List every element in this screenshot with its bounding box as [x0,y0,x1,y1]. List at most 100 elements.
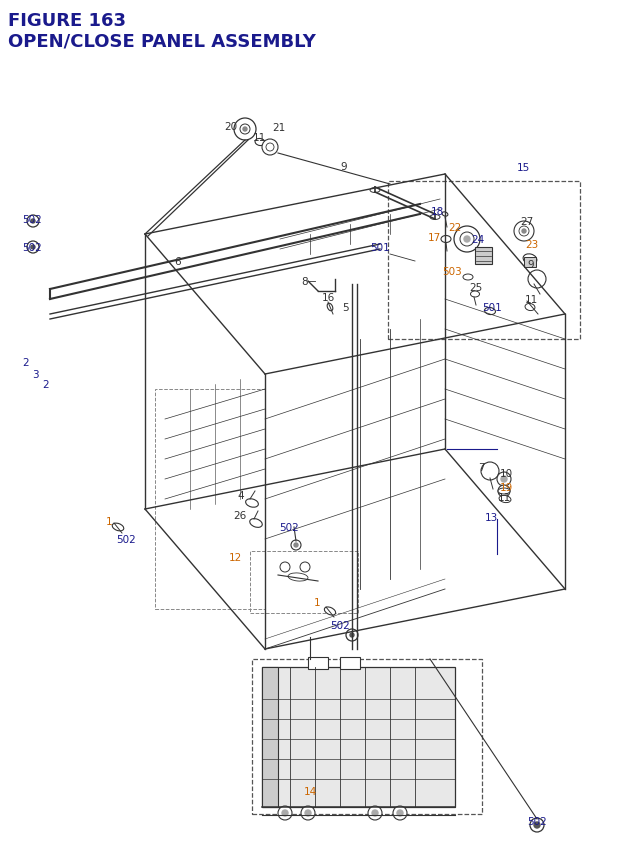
Circle shape [300,562,310,573]
Polygon shape [262,667,455,807]
Text: 502: 502 [22,243,42,253]
Ellipse shape [255,139,265,146]
Circle shape [262,139,278,156]
Text: 501: 501 [371,243,390,253]
Text: 15: 15 [516,163,530,173]
Circle shape [346,629,358,641]
Circle shape [350,633,354,637]
Circle shape [282,810,288,816]
Ellipse shape [370,189,380,193]
Text: 2: 2 [42,380,49,389]
Text: 27: 27 [520,217,533,226]
Ellipse shape [470,292,479,298]
Text: 12: 12 [228,553,242,562]
Ellipse shape [463,275,473,281]
Circle shape [397,810,403,816]
Bar [388,182,580,339]
Text: 8: 8 [301,276,308,287]
Text: 9: 9 [527,260,534,269]
Text: 502: 502 [22,214,42,225]
Polygon shape [308,657,328,669]
Text: 26: 26 [233,511,246,520]
Text: 502: 502 [116,535,136,544]
Ellipse shape [246,499,259,508]
Text: FIGURE 163: FIGURE 163 [8,12,126,30]
Polygon shape [524,257,536,268]
Text: 1: 1 [106,517,112,526]
Text: 502: 502 [279,523,299,532]
Ellipse shape [288,573,308,581]
Text: 11: 11 [498,492,511,503]
Ellipse shape [442,213,448,217]
Circle shape [294,543,298,548]
Text: 22: 22 [449,223,462,232]
Circle shape [243,127,247,132]
Bar [155,389,265,610]
Ellipse shape [441,236,451,243]
Polygon shape [340,657,360,669]
Text: 4: 4 [237,491,244,500]
Circle shape [454,226,480,253]
Circle shape [481,462,499,480]
Circle shape [240,125,250,135]
Text: 18: 18 [431,207,444,217]
Text: 21: 21 [272,123,285,133]
Text: 501: 501 [482,303,502,313]
Circle shape [280,562,290,573]
Text: 25: 25 [469,282,483,293]
Text: 3: 3 [32,369,38,380]
Text: 24: 24 [471,235,484,245]
Circle shape [393,806,407,820]
Ellipse shape [498,488,510,494]
Polygon shape [475,248,492,264]
Text: 7: 7 [478,462,485,473]
Circle shape [234,119,256,141]
Ellipse shape [523,255,537,265]
Text: 6: 6 [175,257,181,267]
Text: 14: 14 [303,786,317,796]
Text: 20: 20 [224,122,237,132]
Bar [252,660,482,814]
Ellipse shape [525,304,535,311]
Text: 503: 503 [442,267,462,276]
Circle shape [27,216,39,228]
Circle shape [519,226,529,237]
Circle shape [498,486,510,498]
Text: OPEN/CLOSE PANEL ASSEMBLY: OPEN/CLOSE PANEL ASSEMBLY [8,32,316,50]
Bar [250,551,358,613]
Circle shape [27,242,39,254]
Circle shape [464,237,470,243]
Circle shape [305,810,311,816]
Circle shape [31,245,35,250]
Ellipse shape [324,607,335,616]
Text: 23: 23 [525,239,538,250]
Ellipse shape [327,304,333,312]
Text: 10: 10 [500,468,513,479]
Text: 502: 502 [527,816,547,826]
Circle shape [372,810,378,816]
Text: 5: 5 [342,303,349,313]
Ellipse shape [112,523,124,531]
Text: 11: 11 [525,294,538,305]
Ellipse shape [430,215,440,220]
Circle shape [278,806,292,820]
Text: 16: 16 [322,293,335,303]
Text: 502: 502 [330,620,350,630]
Circle shape [530,818,544,832]
Circle shape [460,232,474,247]
Circle shape [534,822,540,828]
Circle shape [31,220,35,224]
Ellipse shape [499,496,511,503]
Circle shape [501,476,507,482]
Text: 19: 19 [500,482,513,492]
Text: 9: 9 [340,162,348,172]
Ellipse shape [250,519,262,528]
Circle shape [522,230,526,233]
Circle shape [301,806,315,820]
Text: 2: 2 [22,357,29,368]
Circle shape [291,541,301,550]
Ellipse shape [484,308,495,315]
Polygon shape [262,667,278,807]
Text: 1: 1 [314,598,320,607]
Text: 11: 11 [253,133,266,143]
